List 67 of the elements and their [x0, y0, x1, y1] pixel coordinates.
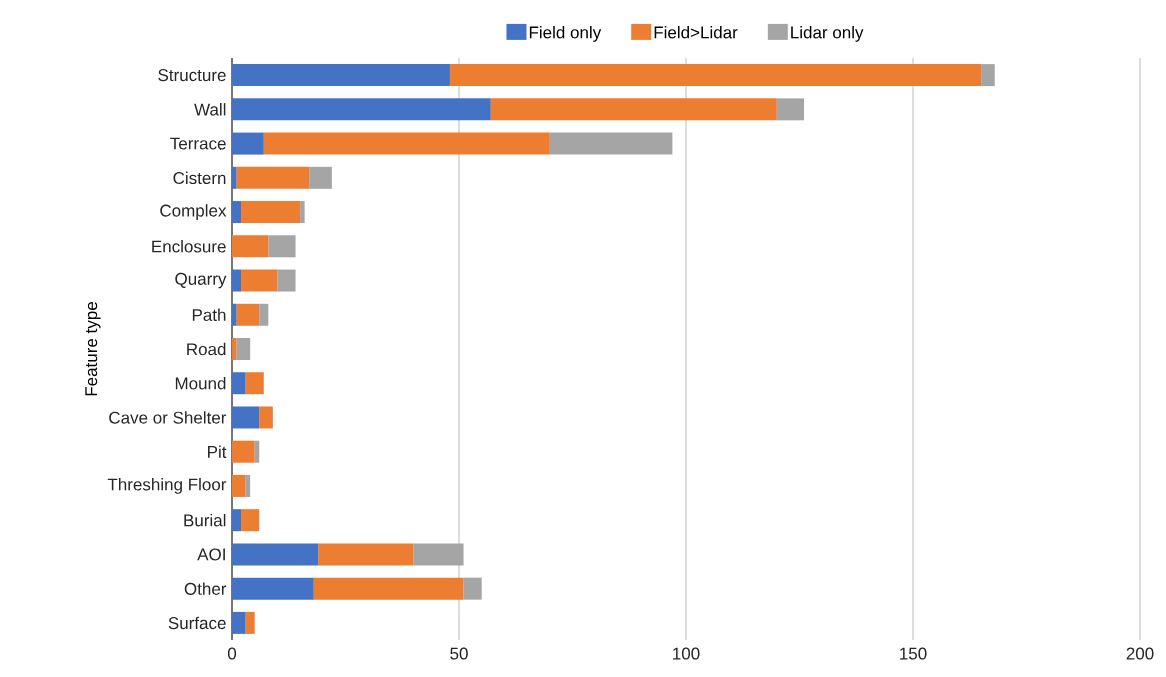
- y-tick-label: AOI: [197, 548, 225, 561]
- bar: [232, 440, 255, 463]
- bar: [245, 611, 255, 634]
- y-tick-label: Structure: [158, 69, 226, 82]
- bar: [245, 372, 264, 395]
- bar: [413, 543, 464, 566]
- bar: [232, 269, 242, 292]
- bar: [490, 98, 777, 121]
- y-tick-label: Path: [192, 308, 226, 322]
- bar: [313, 577, 464, 600]
- bar: [232, 611, 246, 634]
- bar: [232, 543, 319, 566]
- x-tick-label: 100: [673, 647, 700, 660]
- y-tick-label: Wall: [194, 103, 226, 116]
- bar: [259, 303, 269, 326]
- bar: [232, 303, 237, 326]
- y-tick-label: Complex: [160, 204, 227, 220]
- legend-label: Field>Lidar: [654, 25, 738, 39]
- bar: [241, 201, 301, 224]
- bar: [309, 166, 332, 189]
- y-tick-label: Other: [184, 582, 227, 595]
- y-tick-label: Mound: [175, 377, 226, 390]
- y-tick-label: Road: [187, 342, 226, 356]
- legend-label: Field only: [529, 25, 602, 42]
- bar: [259, 406, 273, 429]
- bar: [277, 269, 296, 292]
- y-axis-title: Feature type: [85, 302, 101, 396]
- x-tick-label: 0: [227, 647, 237, 660]
- bar: [232, 132, 264, 155]
- bar: [232, 64, 450, 87]
- y-tick-label: Terrace: [170, 137, 226, 150]
- bar: [232, 406, 260, 429]
- bar: [232, 372, 246, 395]
- y-tick-label: Threshing Floor: [107, 478, 227, 494]
- bar: [263, 132, 550, 155]
- y-tick-label: Cistern: [173, 171, 226, 185]
- x-tick-label: 150: [900, 647, 927, 660]
- bar: [232, 509, 242, 532]
- bar: [449, 64, 982, 87]
- bar: [232, 201, 242, 224]
- bar: [232, 577, 314, 600]
- bar: [236, 166, 310, 189]
- y-tick-label: Enclosure: [152, 240, 226, 253]
- legend-label: Lidar only: [791, 25, 864, 42]
- bar: [241, 269, 278, 292]
- y-tick-label: Pit: [208, 445, 227, 458]
- y-tick-label: Surface: [168, 616, 226, 630]
- x-tick-label: 200: [1126, 647, 1154, 660]
- bar: [981, 64, 995, 87]
- bar: [232, 235, 269, 258]
- bar: [232, 474, 246, 497]
- bar: [463, 577, 482, 600]
- bar: [232, 338, 237, 361]
- y-tick-label: Burial: [184, 513, 226, 527]
- bar: [232, 98, 491, 121]
- bar: [236, 303, 260, 326]
- x-tick-label: 50: [450, 647, 468, 660]
- bar: [268, 235, 296, 258]
- bar: [549, 132, 673, 155]
- bar: [241, 509, 260, 532]
- bar: [232, 166, 237, 189]
- bar: [776, 98, 805, 121]
- y-tick-label: Quarry: [175, 272, 227, 289]
- bar: [236, 338, 251, 361]
- bar: [318, 543, 414, 566]
- y-tick-label: Cave or Shelter: [109, 411, 227, 424]
- bar: [300, 201, 305, 224]
